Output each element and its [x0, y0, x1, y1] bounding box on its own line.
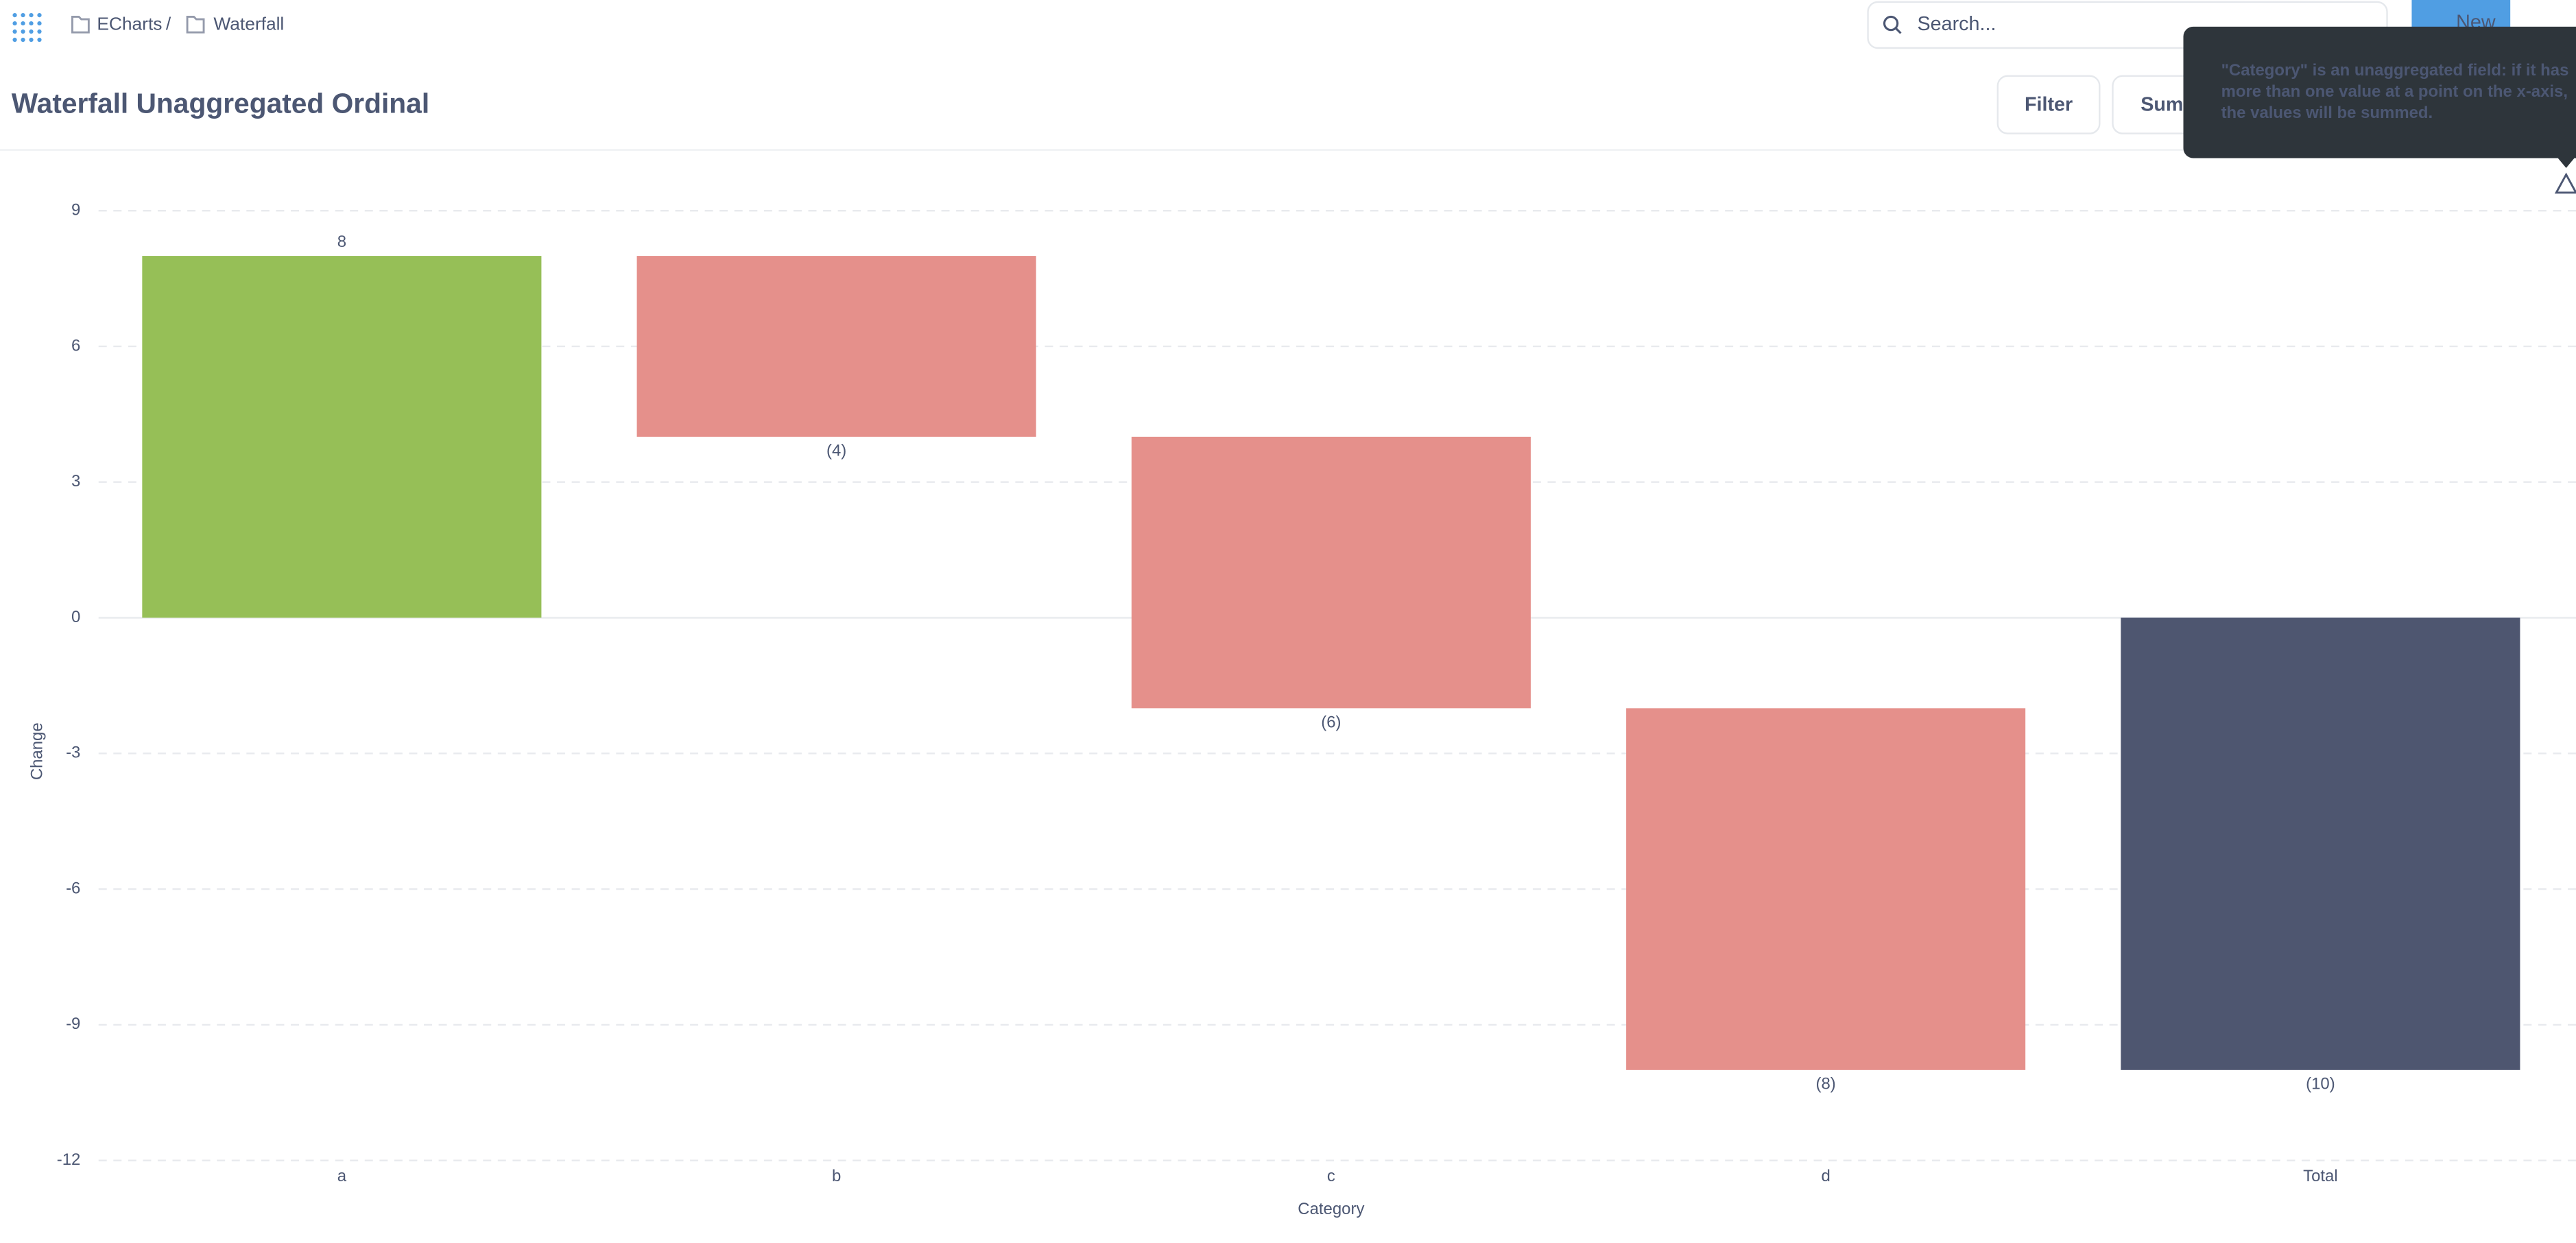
page-title: Waterfall Unaggregated Ordinal	[12, 88, 429, 119]
y-tick-label: 3	[71, 472, 80, 490]
logo	[12, 12, 42, 43]
search-icon	[1895, 27, 1902, 34]
y-tick-label: 6	[71, 336, 80, 355]
breadcrumb[interactable]: ECharts	[97, 13, 162, 34]
folder-icon	[186, 16, 205, 34]
x-tick-label: b	[832, 1167, 841, 1185]
value-label: 8	[337, 233, 346, 251]
y-tick-label: 0	[71, 608, 80, 626]
tooltip	[2183, 26, 2576, 158]
breadcrumb[interactable]: Waterfall	[213, 13, 284, 34]
y-axis-label: Change	[27, 722, 46, 780]
y-tick-label: 9	[71, 200, 80, 219]
folder-icon	[71, 16, 90, 34]
search-icon	[1883, 15, 1899, 32]
bar	[636, 256, 1036, 437]
search-placeholder: Search...	[1917, 13, 1996, 35]
x-tick-label: d	[1821, 1167, 1830, 1185]
y-tick-label: -6	[66, 879, 80, 897]
y-tick-label: -3	[66, 744, 80, 762]
y-tick-label: -9	[66, 1015, 80, 1033]
bar	[142, 256, 542, 618]
y-tick-label: -12	[57, 1150, 81, 1169]
tooltip-arrow	[2557, 158, 2575, 168]
x-tick-label: c	[1327, 1167, 1335, 1185]
warning-icon[interactable]	[2554, 172, 2576, 194]
x-tick-label: Total	[2303, 1167, 2338, 1185]
chart: -12 -9 -6 -3 0 3 6 9 Change Category 8 a (4) b (6) c (8)…	[27, 200, 2576, 1218]
value-label: (6)	[1321, 713, 1341, 731]
value-label: (10)	[2306, 1075, 2335, 1093]
x-axis-label: Category	[1298, 1200, 1364, 1218]
x-tick-label: a	[337, 1167, 347, 1185]
value-label: (4)	[826, 442, 846, 460]
bar	[1131, 436, 1531, 709]
tooltip-text: the values will be summed.	[2221, 104, 2433, 122]
tooltip-text: "Category" is an unaggregated field: if …	[2221, 61, 2569, 80]
bar	[2121, 617, 2520, 1070]
tooltip-text: more than one value at a point on the x-…	[2221, 82, 2568, 101]
value-label: (8)	[1816, 1075, 1836, 1093]
bar	[1626, 708, 2026, 1070]
filter-button[interactable]	[1996, 75, 2101, 134]
filter-button-label: Filter	[2025, 93, 2073, 115]
breadcrumb-separator: /	[166, 13, 171, 34]
